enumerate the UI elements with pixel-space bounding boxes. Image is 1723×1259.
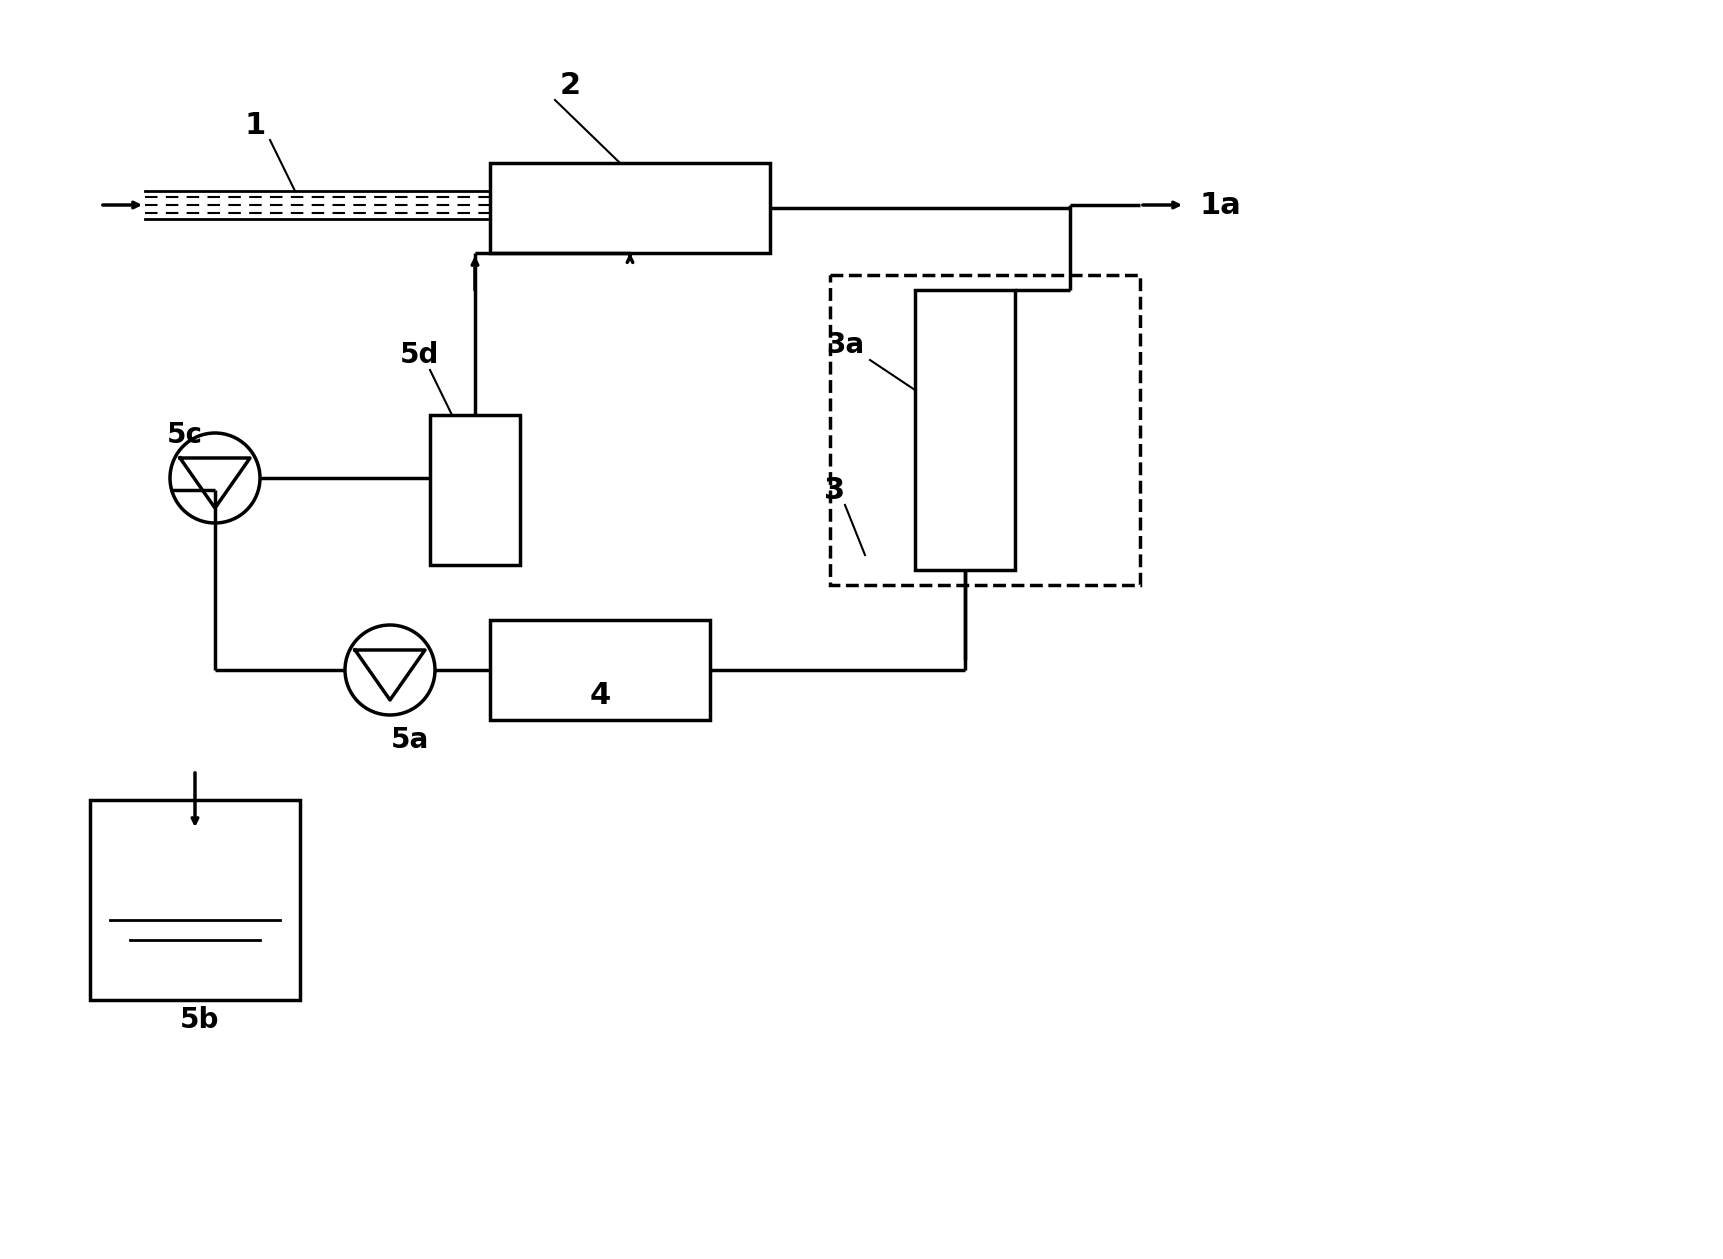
Text: 1a: 1a bbox=[1199, 190, 1241, 219]
Text: 5b: 5b bbox=[181, 1006, 219, 1034]
FancyBboxPatch shape bbox=[429, 415, 520, 565]
Text: 5c: 5c bbox=[167, 421, 203, 449]
FancyBboxPatch shape bbox=[489, 162, 770, 253]
Bar bbox=[829, 274, 1139, 585]
Text: 5d: 5d bbox=[400, 341, 439, 369]
Text: 3: 3 bbox=[824, 476, 844, 505]
FancyBboxPatch shape bbox=[489, 619, 710, 720]
Text: 2: 2 bbox=[558, 71, 581, 99]
Text: 4: 4 bbox=[589, 681, 610, 710]
FancyBboxPatch shape bbox=[90, 799, 300, 1000]
FancyBboxPatch shape bbox=[915, 290, 1015, 570]
Text: 5a: 5a bbox=[391, 726, 429, 754]
Text: 3a: 3a bbox=[825, 331, 863, 359]
Text: 1: 1 bbox=[245, 111, 265, 140]
